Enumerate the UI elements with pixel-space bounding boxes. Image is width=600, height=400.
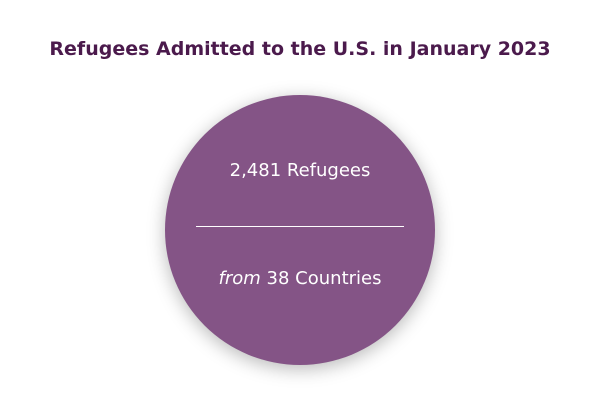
refugee-count: 2,481 Refugees bbox=[229, 160, 371, 181]
stat-circle: 2,481 Refugees from 38 Countries bbox=[165, 95, 435, 365]
country-count: 38 Countries bbox=[266, 268, 382, 289]
country-line: from 38 Countries bbox=[165, 268, 435, 289]
divider bbox=[196, 226, 404, 227]
prefix: from bbox=[218, 268, 261, 289]
title: Refugees Admitted to the U.S. in January… bbox=[49, 38, 551, 60]
